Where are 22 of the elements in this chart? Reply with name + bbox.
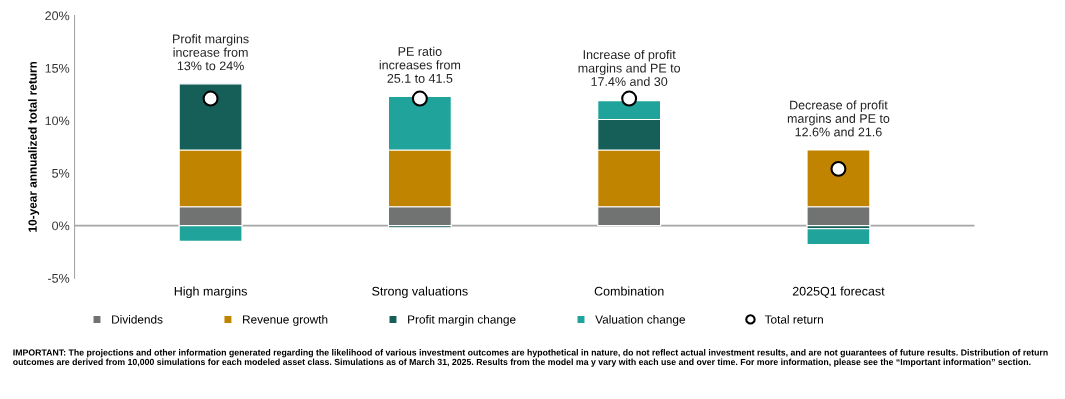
- y-tick-label: 15%: [45, 63, 70, 73]
- annotation: Increase of profit margins and PE to 17.4% and 30: [578, 49, 681, 86]
- legend-label: Total return: [764, 314, 823, 324]
- y-tick-label: 10%: [45, 116, 70, 126]
- bar: [806, 228, 871, 246]
- x-tick-label: Strong valuations: [372, 286, 468, 299]
- y-axis-title: 10-year annualized total return: [28, 61, 40, 232]
- legend-label: Valuation change: [595, 314, 686, 326]
- legend-label: Revenue growth: [243, 314, 328, 326]
- x-tick-label: 2025Q1 forecast: [792, 286, 885, 298]
- y-tick-label: 5%: [52, 168, 70, 178]
- x-tick-label: High margins: [174, 286, 247, 299]
- x-tick-label: Combination: [594, 286, 664, 296]
- legend-label: Dividends: [112, 314, 163, 324]
- annotation: PE ratio increases from 25.1 to 41.5: [379, 46, 461, 83]
- annotation: Profit margins increase from 13% to 24%: [173, 34, 249, 71]
- y-tick-label: 20%: [45, 11, 70, 21]
- annotation: Decrease of profit margins and PE to 12.6% and 21.6: [787, 100, 890, 137]
- text: IMPORTANT: The projections and other information generated regarding the likelihood of various investment outcomes are hypothetical in nature, do not reflect actual investment results, and are not guarantees of future results. Distribution of return outcomes are derived from 10,000 simulations for each modeled asset class. Simulations as of March 31, 2025. Results from the model ma y vary with each use and over time. For more information, please see the “Important information” section.: [13, 349, 1048, 367]
- y-tick-label: -5%: [48, 273, 70, 283]
- legend-label: Profit margin change: [408, 314, 516, 326]
- y-tick-label: 0%: [52, 221, 70, 231]
